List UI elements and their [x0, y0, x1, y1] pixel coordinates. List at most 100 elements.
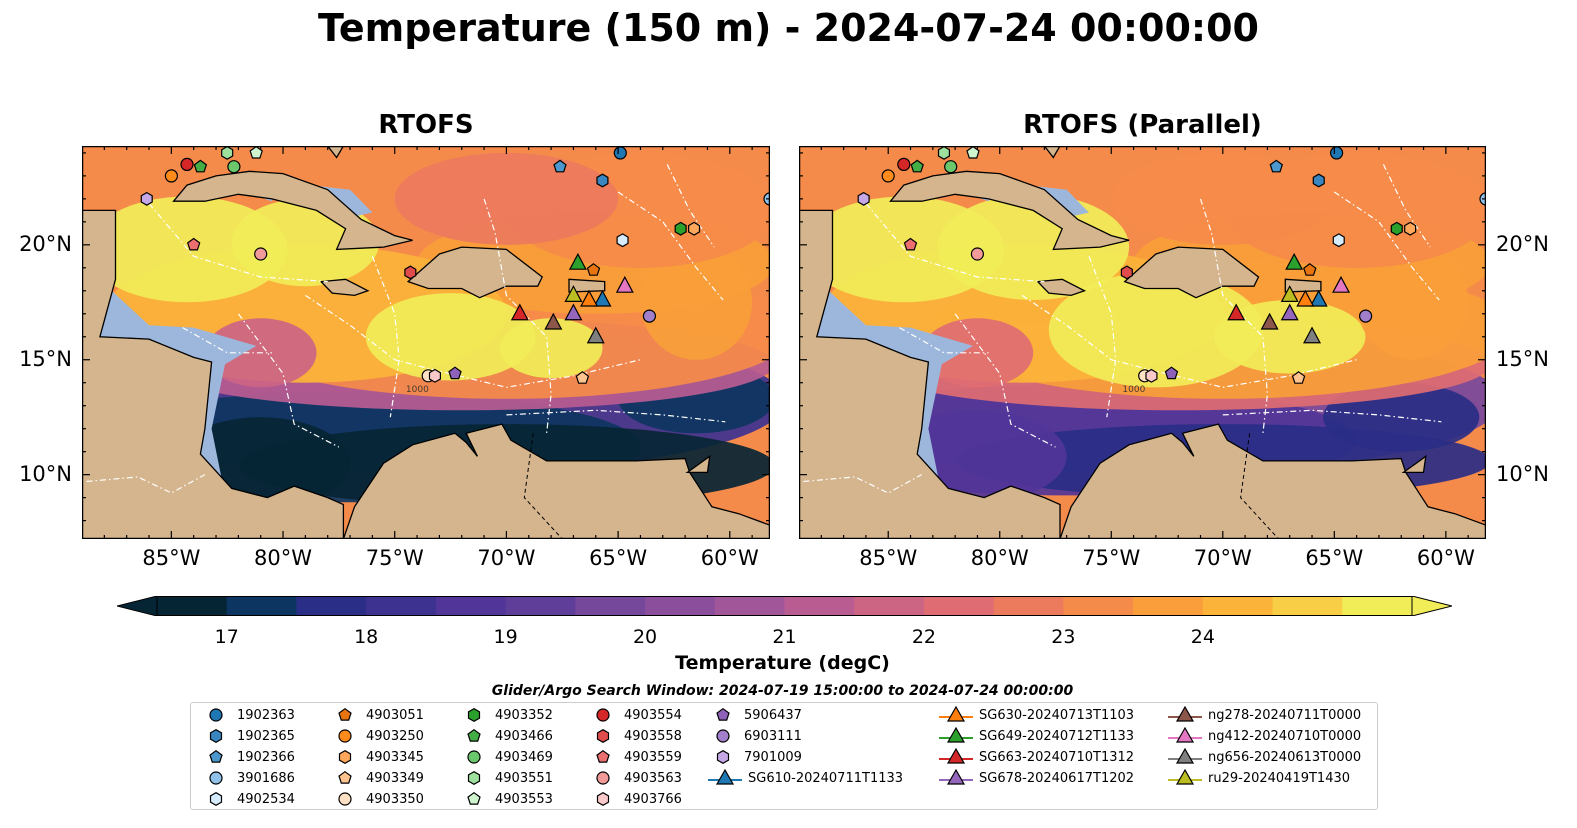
legend-label: 6903111 [744, 728, 802, 744]
legend-label: 4903349 [366, 770, 424, 786]
legend-label: 4903352 [495, 707, 553, 723]
colorbar-segment [435, 596, 507, 616]
lon-tick-label: 80°W [254, 546, 313, 570]
legend-label: ng278-20240711T0000 [1208, 707, 1362, 723]
legend-marker-icon [209, 729, 223, 743]
colorbar-segment [1342, 596, 1413, 616]
legend-label: 4903466 [495, 728, 553, 744]
legend-label: 4903554 [624, 707, 682, 723]
colorbar-tick-label: 17 [214, 626, 239, 648]
legend-marker-icon [939, 727, 973, 743]
marker-1902365 [596, 173, 609, 188]
legend-marker-icon [596, 729, 610, 743]
legend-item: 1902363 [201, 705, 295, 725]
colorbar-segment [1133, 596, 1204, 616]
legend-item: 4903558 [588, 726, 682, 746]
legend-marker-icon [708, 769, 742, 785]
contour-label: 1000 [406, 385, 429, 395]
marker-SG649-20240712T1133 [1285, 252, 1304, 270]
legend-marker-icon [1168, 727, 1202, 743]
marker-SG610-20240711T1133 [1309, 289, 1328, 307]
legend-item: 4903352 [459, 705, 553, 725]
marker-ng278-20240711T0000 [1260, 312, 1279, 330]
legend-label: 4903551 [495, 770, 553, 786]
legend-marker-icon [209, 749, 223, 763]
legend-item: ru29-20240419T1430 [1168, 768, 1350, 788]
colorbar-segment [645, 596, 716, 616]
legend-item: ng656-20240613T0000 [1168, 747, 1361, 767]
marker-SG663-20240710T1312 [510, 303, 529, 321]
legend-item: 5906437 [708, 705, 802, 725]
legend-marker-icon [716, 750, 730, 764]
legend-item: 3901686 [201, 768, 295, 788]
marker-SG630-20240713T1103 [580, 289, 599, 307]
legend-title: Glider/Argo Search Window: 2024-07-19 15… [491, 683, 1074, 699]
legend-label: SG630-20240713T1103 [979, 707, 1135, 723]
marker-5906437 [448, 366, 462, 380]
colorbar-segment [923, 596, 995, 616]
legend-label: 4903766 [624, 791, 682, 807]
legend-item: 4903559 [588, 747, 682, 767]
legend-marker-icon [939, 769, 973, 785]
colorbar-segment [854, 596, 925, 616]
legend-label: ru29-20240419T1430 [1208, 770, 1351, 786]
marker-4903551 [221, 146, 234, 160]
marker-4903051 [1303, 263, 1317, 276]
legend-item: SG663-20240710T1312 [939, 747, 1134, 767]
legend-label: 5906437 [744, 707, 802, 723]
lat-tick-label: 20°N [1496, 231, 1549, 256]
legend-label: ng656-20240613T0000 [1208, 749, 1362, 765]
marker-4903250 [881, 169, 895, 183]
marker-7901009 [857, 191, 870, 206]
legend-marker-icon [716, 707, 730, 721]
legend-label: 4903563 [624, 770, 682, 786]
marker-4903553 [966, 146, 980, 159]
marker-5906437 [1164, 366, 1179, 380]
lon-tick-label: 70°W [477, 546, 536, 570]
legend-item: SG630-20240713T1103 [939, 705, 1134, 725]
legend-marker-icon [939, 706, 973, 722]
colorbar-tick-label: 23 [1051, 626, 1076, 648]
legend-label: 1902366 [237, 749, 295, 765]
legend-item: 4903766 [588, 789, 682, 809]
colorbar-tick-label: 18 [354, 626, 379, 648]
lat-tick-label: 10°N [19, 461, 72, 486]
legend-label: 4903553 [495, 791, 553, 807]
marker-1902366 [1269, 159, 1284, 173]
marker-ng278-20240711T0000 [544, 312, 563, 330]
marker-4903551 [937, 146, 950, 160]
lat-tick-label: 10°N [1496, 461, 1549, 486]
lon-tick-label: 85°W [859, 546, 918, 570]
legend-marker-icon [716, 729, 730, 743]
legend-marker-icon [1168, 748, 1202, 764]
panel-title-rtofs-parallel: RTOFS (Parallel) [1023, 110, 1262, 140]
marker-4902534 [1332, 233, 1345, 248]
marker-4903250 [164, 169, 179, 183]
marker-SG678-20240617T1202 [564, 303, 583, 321]
legend-marker-icon [467, 791, 481, 805]
legend-marker-icon [338, 770, 352, 784]
marker-SG678-20240617T1202 [1280, 303, 1299, 321]
legend-marker-icon [1168, 769, 1202, 785]
legend-item: 1902366 [201, 747, 295, 767]
marker-4903349 [575, 371, 590, 384]
legend-label: 4903350 [366, 791, 424, 807]
legend-item: ng278-20240711T0000 [1168, 705, 1361, 725]
colorbar-segment [157, 596, 228, 616]
marker-4903766 [1145, 368, 1158, 383]
legend-marker-icon [209, 771, 223, 785]
legend-marker-icon [1168, 706, 1202, 722]
legend-item: 4903466 [459, 726, 553, 746]
colorbar-tick-label: 19 [493, 626, 518, 648]
legend-label: SG610-20240711T1133 [748, 770, 904, 786]
lon-tick-label: 80°W [970, 546, 1029, 570]
colorbar [117, 596, 1452, 616]
colorbar-segment [1272, 596, 1343, 616]
marker-4903558 [1120, 265, 1133, 280]
lon-tick-label: 70°W [1193, 546, 1252, 570]
legend-marker-icon [596, 708, 610, 722]
colorbar-segment [296, 596, 367, 616]
colorbar-tick-label: 24 [1190, 626, 1215, 648]
marker-4903563 [970, 247, 984, 261]
colorbar-segment [366, 596, 437, 616]
